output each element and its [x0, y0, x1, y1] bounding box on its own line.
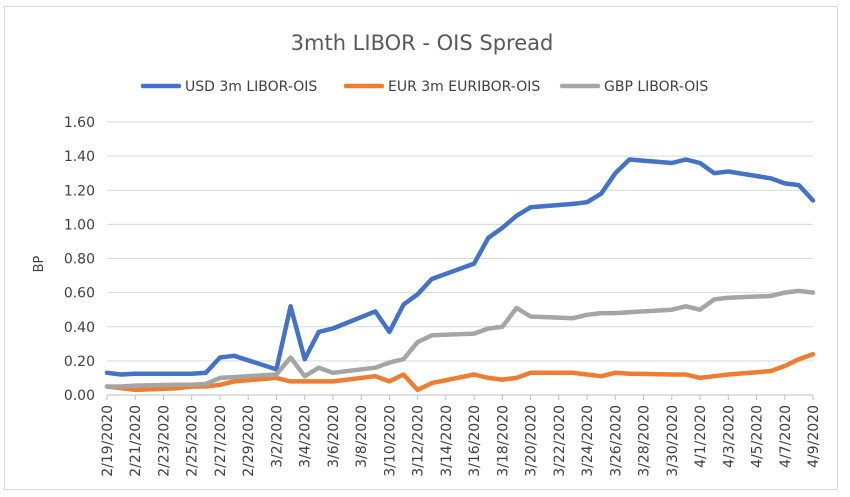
legend-label: USD 3m LIBOR-OIS — [185, 79, 317, 95]
x-tick-label: 4/1/2020 — [693, 405, 709, 468]
y-tick-label: 1.40 — [64, 149, 95, 165]
y-tick-label: 0.80 — [64, 252, 95, 268]
gridlines — [107, 121, 813, 362]
series-line-0 — [104, 157, 816, 377]
x-tick-label: 3/28/2020 — [637, 405, 653, 477]
series-lines — [104, 157, 816, 393]
x-tick-label: 4/5/2020 — [750, 405, 766, 468]
series-line-1 — [104, 351, 816, 393]
y-tick-label: 0.60 — [64, 286, 95, 302]
x-tick-label: 2/23/2020 — [156, 405, 172, 477]
legend-label: GBP LIBOR-OIS — [604, 79, 708, 95]
x-tick-label: 3/8/2020 — [354, 405, 370, 468]
x-tick-label: 2/27/2020 — [213, 405, 229, 477]
x-tick-label: 3/12/2020 — [411, 405, 427, 477]
x-tick-label: 3/16/2020 — [467, 405, 483, 477]
x-tick-label: 4/7/2020 — [778, 405, 794, 468]
y-axis-label: BP — [32, 255, 47, 272]
legend-label: EUR 3m EURIBOR-OIS — [388, 79, 540, 95]
x-tick-label: 4/9/2020 — [806, 405, 822, 468]
x-axis-ticks: 2/19/2020 2/21/2020 2/23/2020 2/25/2020 2/27… — [100, 395, 822, 477]
x-tick-label: 2/21/2020 — [128, 405, 144, 477]
x-tick-label: 3/20/2020 — [524, 405, 540, 477]
line-chart: 3mth LIBOR - OIS Spread USD 3m LIBOR-OIS… — [32, 31, 822, 477]
x-tick-label: 3/14/2020 — [439, 405, 455, 477]
y-tick-label: 0.00 — [64, 388, 95, 404]
x-tick-label: 2/25/2020 — [185, 405, 201, 477]
x-tick-label: 3/2/2020 — [269, 405, 285, 468]
x-tick-label: 2/29/2020 — [241, 405, 257, 477]
chart-frame: 3mth LIBOR - OIS Spread USD 3m LIBOR-OIS… — [4, 6, 838, 490]
chart-title: 3mth LIBOR - OIS Spread — [291, 31, 554, 55]
series-line-2 — [104, 288, 816, 389]
x-tick-label: 3/24/2020 — [580, 405, 596, 477]
x-tick-label: 3/18/2020 — [495, 405, 511, 477]
x-tick-label: 3/10/2020 — [382, 405, 398, 477]
y-tick-label: 0.40 — [64, 320, 95, 336]
y-axis-ticks: 0.00 0.20 0.40 0.60 0.80 1.00 1.20 1.40 1.60 — [64, 115, 95, 404]
x-tick-label: 3/26/2020 — [608, 405, 624, 477]
x-tick-label: 3/30/2020 — [665, 405, 681, 477]
x-tick-label: 3/22/2020 — [552, 405, 568, 477]
y-tick-label: 1.00 — [64, 217, 95, 233]
legend: USD 3m LIBOR-OIS EUR 3m EURIBOR-OIS GBP LI… — [140, 79, 708, 95]
y-tick-label: 1.20 — [64, 183, 95, 199]
y-tick-label: 1.60 — [64, 115, 95, 131]
x-tick-label: 4/3/2020 — [721, 405, 737, 468]
y-tick-label: 0.20 — [64, 354, 95, 370]
x-tick-label: 3/6/2020 — [326, 405, 342, 468]
x-tick-label: 3/4/2020 — [298, 405, 314, 468]
x-tick-label: 2/19/2020 — [100, 405, 116, 477]
